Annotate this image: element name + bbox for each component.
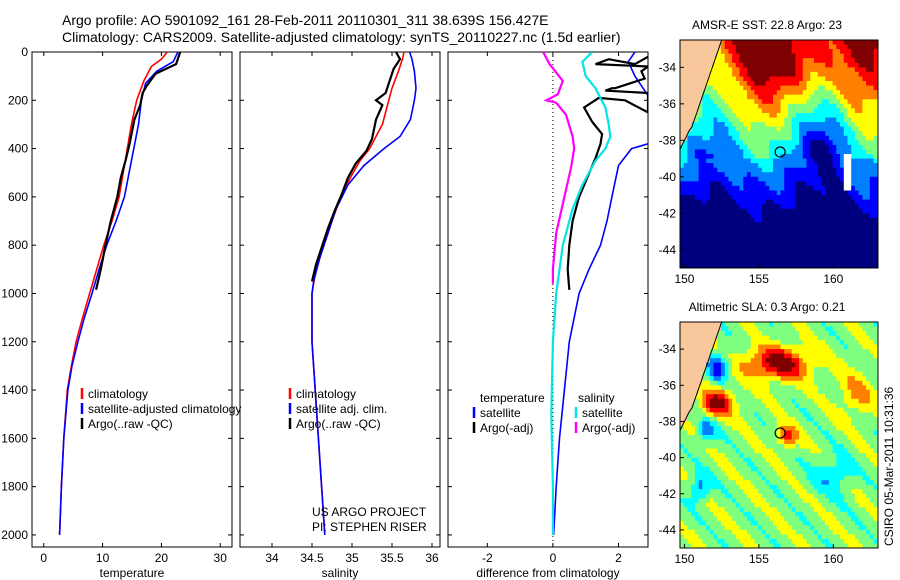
sst-xtick-label: 150	[674, 272, 694, 286]
panel-temperature: 0 10 20 30 0 200 400 600 800 1000 1200 1400 1600 1800…	[1, 45, 241, 580]
sst-ytick-label: -34	[659, 60, 677, 74]
difference-series-temperature-satellite	[552, 52, 648, 535]
sst-argo-marker	[774, 146, 786, 158]
panel-salinity: 34 34.5 35 35.5 36 salinity climatologysatelli…	[239, 51, 441, 580]
sla-ytick-label: -44	[659, 523, 677, 537]
difference-legend-entry: Argo(-adj)	[480, 421, 533, 435]
sst-title: AMSR-E SST: 22.8 Argo: 23	[692, 18, 842, 32]
sla-xtick-label: 150	[674, 552, 694, 566]
sst-ytick-label: -42	[659, 206, 677, 220]
depth-tick-label: 1400	[1, 383, 28, 397]
temperature-xtick-label: 0	[40, 551, 47, 565]
depth-tick-label: 200	[8, 93, 28, 107]
salinity-xtick-label: 34.5	[300, 551, 324, 565]
sla-frame	[679, 321, 879, 549]
difference-xlabel: difference from climatology	[476, 566, 619, 580]
temperature-series-satellite-adjusted-climatology	[58, 52, 179, 535]
sla-field	[680, 322, 878, 548]
difference-series-salinity-satellite	[550, 52, 612, 535]
sla-ytick-label: -42	[659, 487, 677, 501]
depth-tick-label: 400	[8, 142, 28, 156]
salinity-legend-entry: satellite adj. clim.	[296, 402, 387, 416]
sla-argo-marker	[774, 427, 786, 439]
difference-legend-entry: Argo(-adj)	[582, 421, 635, 435]
difference-xtick-label: -2	[482, 551, 493, 565]
sst-frame	[679, 39, 879, 269]
sla-xtick-label: 160	[823, 552, 843, 566]
difference-legend-title: salinity	[578, 391, 615, 405]
credit-label: CSIRO 05-Mar-2011 10:31:36	[882, 386, 896, 546]
salinity-axes-frame	[239, 51, 441, 548]
sla-ytick-label: -34	[659, 342, 677, 356]
salinity-series-climatology	[311, 52, 405, 535]
sst-ytick-label: -38	[659, 133, 677, 147]
sla-title: Altimetric SLA: 0.3 Argo: 0.21	[689, 300, 846, 314]
depth-tick-label: 1000	[1, 286, 28, 300]
temperature-axes-frame	[31, 51, 233, 548]
temperature-legend-entry: satellite-adjusted climatology	[88, 402, 241, 416]
sst-xtick-label: 160	[823, 272, 843, 286]
sla-ytick-label: -38	[659, 414, 677, 428]
salinity-xlabel: salinity	[322, 566, 359, 580]
temperature-xtick-label: 10	[96, 551, 110, 565]
difference-xtick-label: 0	[550, 551, 557, 565]
depth-tick-label: 1200	[1, 335, 28, 349]
salinity-series-satellite-adj-clim-	[311, 52, 417, 535]
sst-coastline	[680, 40, 723, 151]
figure-title-line-1: Argo profile: AO 5901092_161 28-Feb-2011…	[62, 12, 549, 28]
salinity-xtick-label: 36	[425, 551, 439, 565]
figure-title-line-2: Climatology: CARS2009. Satellite-adjuste…	[62, 29, 621, 45]
temperature-legend-entry: climatology	[88, 387, 148, 401]
difference-axes-frame	[447, 51, 649, 548]
sla-ytick-label: -36	[659, 378, 677, 392]
depth-tick-label: 0	[21, 45, 28, 59]
salinity-xtick-label: 34	[265, 551, 279, 565]
difference-series-salinity-argo-adj-	[542, 52, 576, 284]
difference-legend-entry: satellite	[480, 406, 521, 420]
sst-ytick-label: -44	[659, 243, 677, 257]
temperature-legend-entry: Argo(..raw -QC)	[88, 417, 173, 431]
sla-xtick-label: 155	[749, 552, 769, 566]
salinity-legend-entry: Argo(..raw -QC)	[296, 417, 381, 431]
salinity-xtick-label: 35.5	[380, 551, 404, 565]
difference-legend-entry: satellite	[582, 406, 623, 420]
sst-field	[680, 40, 878, 268]
sla-coastline	[680, 322, 723, 432]
salinity-series-argo-raw-qc-	[310, 52, 402, 282]
depth-tick-label: 1600	[1, 431, 28, 445]
map-sst: 150 155 160 -34 -36 -38 -40 -42 -44 AMSR-E SST: 2…	[659, 18, 879, 286]
temperature-xlabel: temperature	[100, 566, 165, 580]
depth-tick-label: 2000	[1, 528, 28, 542]
salinity-legend-entry: climatology	[296, 387, 356, 401]
depth-tick-label: 800	[8, 238, 28, 252]
sst-xtick-label: 155	[749, 272, 769, 286]
sst-ytick-label: -36	[659, 97, 677, 111]
depth-tick-label: 600	[8, 190, 28, 204]
difference-xtick-label: 2	[615, 551, 622, 565]
depth-tick-label: 1800	[1, 480, 28, 494]
sst-ytick-label: -40	[659, 170, 677, 184]
sla-ytick-label: -40	[659, 451, 677, 465]
salinity-annotation: PI: STEPHEN RISER	[312, 520, 427, 534]
temperature-series-argo-raw-qc-	[95, 52, 182, 291]
temperature-series-climatology	[58, 52, 168, 535]
difference-series-temperature-argo-adj-	[566, 55, 648, 290]
map-sla: 150 155 160 -34 -36 -38 -40 -42 -44 Altimetric SL…	[659, 300, 879, 566]
salinity-annotation: US ARGO PROJECT	[312, 505, 427, 519]
temperature-xtick-label: 30	[214, 551, 228, 565]
salinity-xtick-label: 35	[345, 551, 359, 565]
temperature-xtick-label: 20	[155, 551, 169, 565]
difference-legend-title: temperature	[480, 391, 545, 405]
